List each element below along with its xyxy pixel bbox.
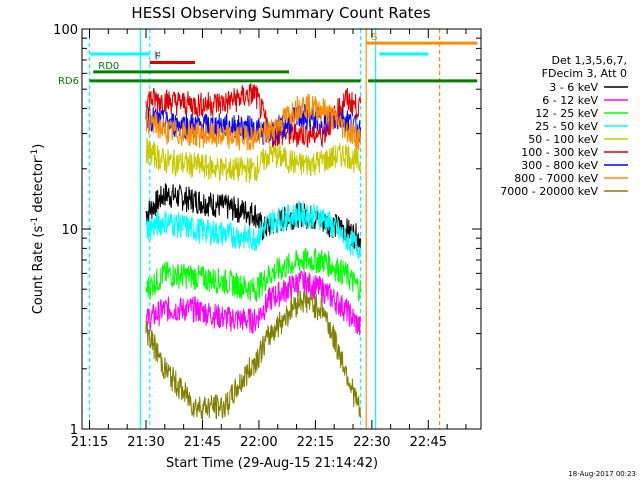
plot-area: RD6 RD0 S NF — [58, 29, 478, 429]
legend-label: 300 - 800 keV — [521, 159, 598, 172]
legend-label: 6 - 12 keV — [542, 94, 598, 107]
series-line — [145, 201, 361, 260]
y-tick-label: 10 — [61, 223, 78, 238]
footer-date: 18-Aug-2017 00:23 — [568, 470, 636, 478]
series-line — [145, 270, 361, 336]
legend-label: 25 - 50 keV — [535, 120, 598, 133]
x-axis-ticks: 21:15 21:30 21:45 22:00 22:15 22:30 22:45 — [71, 29, 467, 450]
legend-label: 800 - 7000 keV — [514, 172, 598, 185]
x-tick-label: 22:15 — [297, 435, 334, 450]
chart-title: HESSI Observing Summary Count Rates — [131, 4, 430, 22]
legend-header-line-2: FDecim 3, Att 0 — [542, 67, 627, 80]
series-line — [145, 93, 361, 151]
x-tick-label: 22:30 — [353, 435, 390, 450]
legend-label: 12 - 25 keV — [535, 107, 598, 120]
series-line — [145, 248, 361, 303]
y-tick-label: 100 — [53, 23, 78, 38]
x-tick-label: 21:30 — [127, 435, 164, 450]
x-tick-label: 22:45 — [410, 435, 447, 450]
legend-label: 7000 - 20000 keV — [500, 185, 598, 198]
x-axis-label: Start Time (29-Aug-15 21:14:42) — [166, 456, 378, 471]
flag-label: S — [371, 32, 377, 43]
x-tick-label: 22:00 — [240, 435, 277, 450]
x-tick-label: 21:15 — [71, 435, 108, 450]
legend-label: 100 - 300 keV — [521, 146, 598, 159]
series-line — [145, 82, 361, 148]
series-line — [145, 290, 361, 421]
y-tick-label: 1 — [70, 423, 78, 438]
series-line — [145, 138, 361, 183]
legend-label: 3 - 6 keV — [549, 81, 598, 94]
y-axis-label: Count Rate (s-1 detector-1) — [30, 144, 46, 315]
flag-label: F — [155, 51, 161, 62]
flag-label: RD6 — [58, 76, 79, 87]
series-line — [145, 183, 361, 250]
legend-header-line-1: Det 1,3,5,6,7, — [551, 54, 627, 67]
x-tick-label: 21:45 — [184, 435, 221, 450]
flag-label: N — [154, 50, 161, 61]
flag-label: RD0 — [98, 61, 119, 72]
legend-label: 50 - 100 keV — [528, 133, 598, 146]
